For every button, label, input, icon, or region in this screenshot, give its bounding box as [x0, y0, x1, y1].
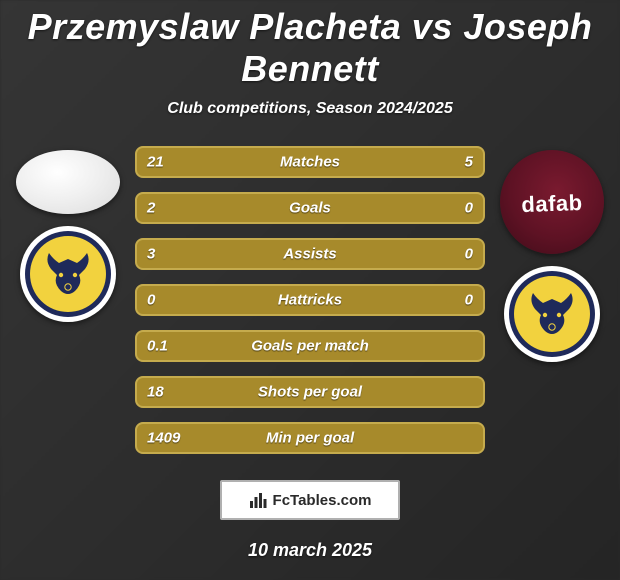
club-badge-left	[20, 226, 116, 322]
ox-head-icon	[39, 245, 97, 303]
date-label: 10 march 2025	[0, 540, 620, 561]
stat-left-value: 2	[147, 200, 155, 217]
source-badge[interactable]: FcTables.com	[220, 480, 400, 520]
stat-label: Min per goal	[266, 430, 354, 447]
stat-right-value: 5	[465, 154, 473, 171]
stats-chart: dafab 21 Matches 5	[0, 146, 620, 476]
player-right-column: dafab	[492, 146, 612, 370]
stat-row: 2 Goals 0	[135, 192, 485, 224]
stat-left-value: 0.1	[147, 338, 168, 355]
stat-row: 3 Assists 0	[135, 238, 485, 270]
stat-left-value: 3	[147, 246, 155, 263]
player-left-avatar	[16, 150, 120, 214]
club-badge-right	[504, 266, 600, 362]
stat-label: Assists	[283, 246, 336, 263]
subtitle: Club competitions, Season 2024/2025	[0, 100, 620, 118]
stat-row: 0 Hattricks 0	[135, 284, 485, 316]
player-left-column	[8, 146, 128, 330]
stat-right-value: 0	[465, 246, 473, 263]
stat-right-value: 0	[465, 292, 473, 309]
stat-left-value: 18	[147, 384, 164, 401]
stat-label: Matches	[280, 154, 340, 171]
stat-label: Shots per goal	[258, 384, 362, 401]
stat-bars-column: 21 Matches 5 2 Goals 0 3 Assists 0 0 Hat…	[135, 146, 485, 468]
comparison-card: Przemyslaw Placheta vs Joseph Bennett Cl…	[0, 0, 620, 580]
stat-row: 1409 Min per goal	[135, 422, 485, 454]
stat-left-value: 21	[147, 154, 164, 171]
avatar-sponsor-text: dafab	[521, 190, 583, 218]
stat-left-value: 0	[147, 292, 155, 309]
stat-row: 18 Shots per goal	[135, 376, 485, 408]
ox-head-icon	[523, 285, 581, 343]
bar-chart-icon	[249, 491, 269, 509]
source-label: FcTables.com	[273, 492, 372, 509]
stat-left-value: 1409	[147, 430, 180, 447]
page-title: Przemyslaw Placheta vs Joseph Bennett	[0, 0, 620, 90]
player-right-avatar: dafab	[500, 150, 604, 254]
stat-label: Hattricks	[278, 292, 342, 309]
stat-right-value: 0	[465, 200, 473, 217]
stat-row: 0.1 Goals per match	[135, 330, 485, 362]
stat-label: Goals per match	[251, 338, 369, 355]
stat-label: Goals	[289, 200, 331, 217]
stat-row: 21 Matches 5	[135, 146, 485, 178]
